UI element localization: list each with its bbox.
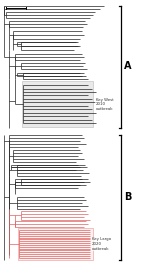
Text: Key West
2010
outbreak: Key West 2010 outbreak [96,97,113,111]
Text: Key Largo
2020
outbreak: Key Largo 2020 outbreak [92,237,111,251]
Bar [18,228,93,260]
Text: B: B [124,192,131,202]
Bar [22,81,93,127]
Text: A: A [124,61,132,71]
